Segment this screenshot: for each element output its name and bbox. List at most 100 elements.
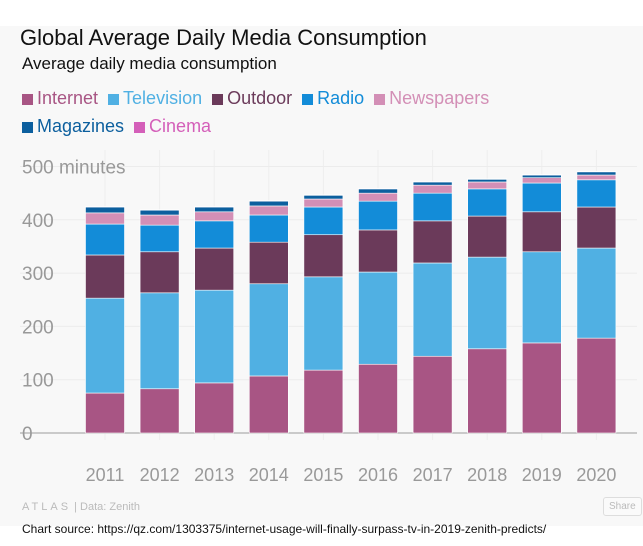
share-button[interactable]: Share — [603, 497, 642, 516]
bar-segment-television[interactable] — [358, 271, 398, 365]
bar-segment-newspapers[interactable] — [85, 212, 125, 225]
bar-segment-internet[interactable] — [194, 382, 234, 434]
legend-label: Cinema — [149, 116, 212, 136]
bar-segment-television[interactable] — [194, 289, 234, 384]
bar-segment-internet[interactable] — [412, 355, 453, 434]
legend-swatch — [22, 122, 33, 133]
bar-segment-magazines[interactable] — [249, 200, 289, 207]
bar-segment-outdoor[interactable] — [85, 254, 125, 299]
legend-swatch — [108, 94, 120, 105]
bar-segment-television[interactable] — [521, 251, 562, 344]
bar-segment-cinema[interactable] — [139, 209, 180, 211]
bar-segment-magazines[interactable] — [303, 194, 344, 200]
bar-segment-cinema[interactable] — [358, 188, 398, 190]
bar-segment-radio[interactable] — [85, 223, 125, 256]
legend-swatch — [374, 94, 386, 105]
x-tick-label: 2013 — [194, 465, 234, 485]
bar-segment-radio[interactable] — [467, 188, 508, 217]
bar-segment-outdoor[interactable] — [358, 229, 398, 273]
bar-segment-outdoor[interactable] — [303, 234, 344, 278]
bar-segment-internet[interactable] — [303, 369, 344, 434]
y-tick-label: 200 — [22, 317, 54, 338]
bar-segment-radio[interactable] — [303, 206, 344, 236]
bar-segment-outdoor[interactable] — [467, 215, 508, 258]
x-tick-label: 2020 — [576, 465, 616, 485]
bar-segment-internet[interactable] — [358, 363, 398, 434]
bar-segment-outdoor[interactable] — [249, 241, 289, 285]
bar-segment-internet[interactable] — [467, 348, 508, 434]
legend-swatch — [134, 122, 146, 133]
bar-segment-television[interactable] — [85, 297, 125, 394]
y-tick-label: 400 — [22, 211, 54, 232]
x-tick-label: 2015 — [303, 465, 343, 485]
chart-title: Global Average Daily Media Consumption — [20, 25, 427, 50]
bar-segment-cinema[interactable] — [521, 174, 562, 176]
bar-segment-outdoor[interactable] — [521, 211, 562, 253]
legend-swatch — [22, 94, 33, 105]
bar-segment-television[interactable] — [249, 283, 289, 377]
x-tick-label: 2014 — [249, 465, 289, 485]
bar-segment-cinema[interactable] — [249, 200, 289, 202]
footer: ATLAS | Data: Zenith — [22, 501, 140, 513]
legend-label: Outdoor — [227, 88, 293, 108]
bar-segment-cinema[interactable] — [194, 206, 234, 208]
bar-segment-newspapers[interactable] — [467, 181, 508, 190]
bar-segment-magazines[interactable] — [85, 206, 125, 214]
bar-segment-magazines[interactable] — [139, 209, 180, 216]
x-tick-label: 2018 — [467, 465, 507, 485]
bar-segment-cinema[interactable] — [467, 178, 508, 180]
bar-segment-newspapers[interactable] — [358, 192, 398, 202]
bar-segment-internet[interactable] — [85, 392, 125, 434]
bar-segment-cinema[interactable] — [412, 181, 453, 183]
bar-segment-magazines[interactable] — [467, 178, 508, 183]
legend-item[interactable]: Television — [108, 84, 202, 112]
bar-segment-magazines[interactable] — [194, 206, 234, 213]
bar-segment-cinema[interactable] — [303, 194, 344, 196]
bar-segment-radio[interactable] — [358, 200, 398, 231]
bar-segment-outdoor[interactable] — [139, 251, 180, 294]
y-tick-label: 100 — [22, 371, 54, 392]
bar-segment-newspapers[interactable] — [249, 205, 289, 216]
bar-segment-cinema[interactable] — [576, 170, 617, 173]
legend-label: Radio — [317, 88, 365, 108]
bar-segment-cinema[interactable] — [85, 206, 125, 208]
bar-segment-radio[interactable] — [576, 179, 617, 208]
legend-item[interactable]: Internet — [22, 84, 98, 112]
bar-segment-internet[interactable] — [249, 375, 289, 434]
bar-segment-radio[interactable] — [249, 214, 289, 243]
bar-segment-newspapers[interactable] — [521, 177, 562, 184]
bar-segment-magazines[interactable] — [521, 174, 562, 178]
bar-segment-radio[interactable] — [412, 192, 453, 222]
bar-segment-internet[interactable] — [139, 388, 180, 434]
bar-segment-radio[interactable] — [194, 220, 234, 249]
chart-subtitle: Average daily media consumption — [22, 54, 277, 73]
legend-item[interactable]: Outdoor — [212, 84, 292, 112]
bar-segment-radio[interactable] — [139, 224, 180, 253]
bar-segment-outdoor[interactable] — [412, 220, 453, 264]
y-tick-label: 500 minutes — [22, 158, 126, 179]
bar-segment-newspapers[interactable] — [303, 198, 344, 208]
bar-segment-internet[interactable] — [576, 337, 617, 434]
bar-segment-newspapers[interactable] — [139, 214, 180, 226]
bar-segment-newspapers[interactable] — [576, 174, 617, 181]
bar-segment-television[interactable] — [467, 256, 508, 350]
bar-segment-magazines[interactable] — [358, 188, 398, 194]
bar-segment-radio[interactable] — [521, 182, 562, 213]
bar-segment-newspapers[interactable] — [194, 211, 234, 222]
bar-segment-television[interactable] — [412, 262, 453, 357]
bar-segment-magazines[interactable] — [412, 181, 453, 186]
bar-segment-outdoor[interactable] — [194, 247, 234, 291]
x-tick-label: 2017 — [413, 465, 453, 485]
legend-item[interactable]: Radio — [302, 84, 364, 112]
bar-segment-internet[interactable] — [521, 342, 562, 434]
bar-segment-magazines[interactable] — [576, 171, 617, 176]
bar-segment-television[interactable] — [139, 292, 180, 390]
bar-segment-television[interactable] — [303, 276, 344, 371]
legend-item[interactable]: Magazines — [22, 112, 124, 140]
legend-label: Internet — [37, 88, 99, 108]
bar-segment-newspapers[interactable] — [412, 184, 453, 194]
bar-segment-outdoor[interactable] — [576, 206, 617, 249]
legend-item[interactable]: Newspapers — [374, 84, 489, 112]
bar-segment-television[interactable] — [576, 247, 617, 339]
legend-item[interactable]: Cinema — [134, 112, 211, 140]
